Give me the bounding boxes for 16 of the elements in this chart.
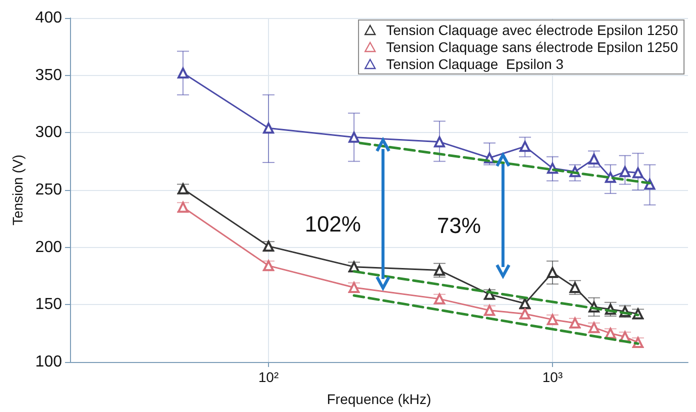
legend-label: Tension Claquage avec électrode Epsilon 1250	[386, 22, 678, 38]
y-tick-label: 250	[35, 182, 62, 198]
legend-label: Tension Claquage Epsilon 3	[386, 56, 564, 72]
y-tick-label: 300	[35, 124, 62, 142]
legend-label: Tension Claquage sans électrode Epsilon 1250	[386, 39, 678, 55]
y-tick-label: 400	[35, 10, 62, 26]
x-axis-title: Frequence (kHz)	[326, 391, 432, 407]
y-tick-label: 350	[35, 66, 62, 84]
y-tick-label: 200	[35, 238, 62, 256]
y-tick-label: 150	[35, 296, 62, 314]
annotation: 73%	[436, 213, 481, 238]
x-tick-label: 10³	[542, 369, 563, 385]
y-axis-title: Tension (V)	[9, 154, 26, 226]
annotation: 102%	[304, 212, 361, 236]
y-tick-label: 100	[35, 354, 62, 370]
x-tick-label: 10²	[258, 369, 279, 385]
